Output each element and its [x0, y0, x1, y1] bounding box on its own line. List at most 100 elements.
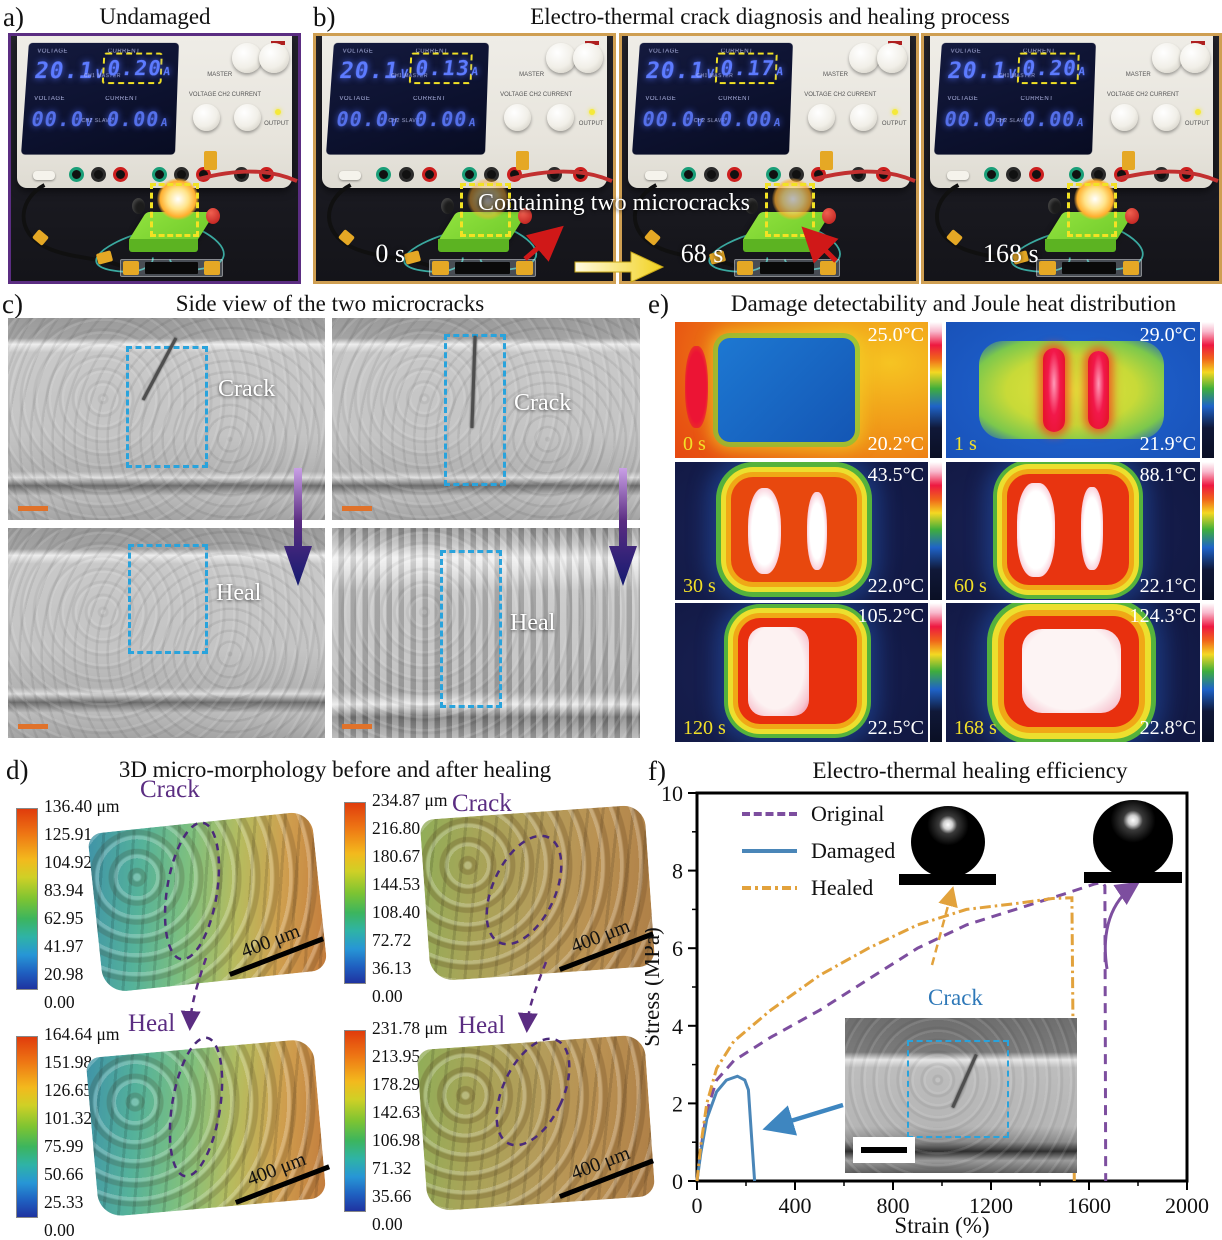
inset-crack-box	[907, 1040, 1009, 1138]
sem-tag: Heal	[216, 580, 262, 606]
master-knob-2[interactable]	[1179, 42, 1210, 73]
terminal-green-1[interactable]	[681, 166, 697, 182]
power-button[interactable]	[33, 171, 56, 181]
terminal-green-2[interactable]	[461, 166, 477, 182]
bulb-highlight-box	[764, 183, 815, 237]
glass-slide	[120, 258, 224, 278]
crack-ellipse-2	[485, 834, 563, 946]
y-tick-label: 0	[672, 1169, 683, 1194]
crack-region-box	[444, 334, 506, 486]
master-knob[interactable]	[1152, 42, 1183, 73]
sem-scalebar	[342, 724, 372, 729]
colorbar-tick: 125.91	[44, 824, 93, 844]
microcracks-annotation: Containing two microcracks	[478, 190, 750, 216]
colorbar-tick: 20.98	[44, 964, 84, 984]
current-knob[interactable]	[1152, 103, 1180, 131]
overload-indicator	[1191, 40, 1206, 45]
current-knob[interactable]	[233, 103, 261, 131]
colorbar-tick: 72.72	[372, 930, 412, 950]
panel-b-label: b)	[313, 2, 336, 32]
terminal-black-1[interactable]	[1006, 166, 1022, 182]
terminal-green-1[interactable]	[69, 166, 85, 182]
master-knob-2[interactable]	[573, 42, 604, 73]
terminal-green-1[interactable]	[983, 166, 999, 182]
height-colorbar	[344, 802, 366, 984]
psu-controls: MASTER VOLTAGE CH2 CURRENT OUTPUT	[185, 40, 289, 163]
tape-right	[204, 260, 221, 276]
glass-slide	[428, 258, 536, 278]
x-tick-label: 1600	[1067, 1193, 1111, 1218]
master-knob-2[interactable]	[258, 42, 289, 73]
contact-angle-droplet-healed	[911, 806, 985, 878]
master-knob-2[interactable]	[876, 42, 907, 73]
warm-blob	[979, 341, 1165, 439]
voltage-knob[interactable]	[504, 103, 532, 131]
current-knob[interactable]	[546, 103, 574, 131]
temperature-max: 25.0°C	[867, 324, 924, 346]
white-area	[1022, 629, 1122, 713]
y-tick-label: 6	[672, 936, 683, 961]
voltage-knob[interactable]	[192, 103, 220, 131]
hot-bar-2	[1088, 350, 1109, 430]
panel-e-title: Damage detectability and Joule heat dist…	[730, 291, 1177, 316]
master-knob[interactable]	[232, 42, 263, 73]
terminal-green-2[interactable]	[1068, 166, 1084, 182]
thermal-image-120s: 105.2°C 22.5°C 120 s	[675, 603, 942, 742]
x-tick-label: 800	[877, 1193, 910, 1218]
sem-scalebar	[18, 506, 48, 511]
frame-time: 168 s	[954, 717, 997, 739]
bulb-highlight-box	[1067, 183, 1118, 237]
terminal-green-1[interactable]	[376, 166, 392, 182]
temperature-max: 105.2°C	[857, 605, 924, 627]
power-supply: VOLTAGE CURRENT 20.1V CH1 MASTER 0.17A V…	[627, 36, 911, 188]
inset-sem-image	[845, 1018, 1077, 1173]
tape-on-psu	[204, 151, 218, 171]
master-knob[interactable]	[546, 42, 577, 73]
terminal-green-2[interactable]	[151, 166, 167, 182]
crack-region-box	[126, 346, 208, 468]
thermal-image-168s: 124.3°C 22.8°C 168 s	[946, 603, 1214, 742]
output-text: OUTPUT	[1184, 120, 1210, 127]
terminal-black-1[interactable]	[91, 166, 107, 182]
controls-row-text: VOLTAGE CH2 CURRENT	[1106, 91, 1179, 98]
thermal-colorbar	[1202, 322, 1214, 458]
voltage-knob[interactable]	[808, 103, 836, 131]
thermal-colorbar	[930, 322, 942, 458]
hot-blob-left	[685, 346, 708, 429]
white-bar-1	[1017, 482, 1056, 577]
tape-right	[819, 260, 837, 276]
terminal-black-1[interactable]	[704, 166, 720, 182]
controls-row-text: VOLTAGE CH2 CURRENT	[500, 91, 573, 98]
panel-f-title: Electro-thermal healing efficiency	[812, 758, 1128, 783]
panel-b-title: Electro-thermal crack diagnosis and heal…	[530, 4, 1010, 29]
yellow-progress-arrow	[574, 251, 665, 283]
y-axis-label: Stress (MPa)	[645, 927, 664, 1046]
power-button[interactable]	[946, 171, 969, 181]
heal-direction-arrow-2	[609, 468, 637, 586]
terminal-red-1[interactable]	[421, 166, 437, 182]
colorbar-tick: 234.87 μm	[372, 790, 448, 810]
thermal-frame	[675, 462, 928, 600]
terminal-black-1[interactable]	[398, 166, 414, 182]
terminal-black-2[interactable]	[484, 166, 500, 182]
power-button[interactable]	[339, 171, 362, 181]
voltage-knob[interactable]	[1111, 103, 1139, 131]
power-button[interactable]	[644, 171, 667, 181]
current-knob[interactable]	[850, 103, 878, 131]
master-knob[interactable]	[849, 42, 880, 73]
colorbar-tick: 41.97	[44, 936, 84, 956]
legend-line-sample	[742, 885, 797, 890]
terminal-red-1[interactable]	[726, 166, 742, 182]
psu-controls: MASTER VOLTAGE CH2 CURRENT OUTPUT	[496, 40, 604, 163]
colorbar-tick: 25.33	[44, 1192, 84, 1212]
colorbar-tick: 136.40 μm	[44, 796, 120, 816]
y-tick-label: 2	[672, 1091, 683, 1116]
terminal-red-1[interactable]	[1029, 166, 1044, 182]
heal-ellipse-2	[495, 1037, 571, 1147]
terminal-red-1[interactable]	[113, 166, 129, 182]
terminal-green-2[interactable]	[766, 166, 782, 182]
thermal-frame	[675, 603, 928, 742]
frame-time: 0 s	[683, 433, 706, 455]
legend-row-healed: Healed	[742, 869, 895, 906]
hot-bar-1	[1042, 347, 1066, 433]
